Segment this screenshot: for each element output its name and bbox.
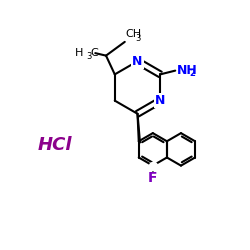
Text: H: H: [75, 48, 84, 58]
Text: CH: CH: [125, 29, 142, 39]
Text: HCl: HCl: [38, 136, 72, 154]
Text: F: F: [148, 171, 158, 185]
Text: N: N: [132, 55, 143, 68]
Text: 3: 3: [135, 34, 141, 43]
Text: 3: 3: [86, 52, 92, 61]
Text: C: C: [90, 48, 98, 58]
Text: N: N: [155, 94, 166, 107]
Text: 2: 2: [190, 69, 195, 78]
Text: NH: NH: [176, 64, 197, 77]
